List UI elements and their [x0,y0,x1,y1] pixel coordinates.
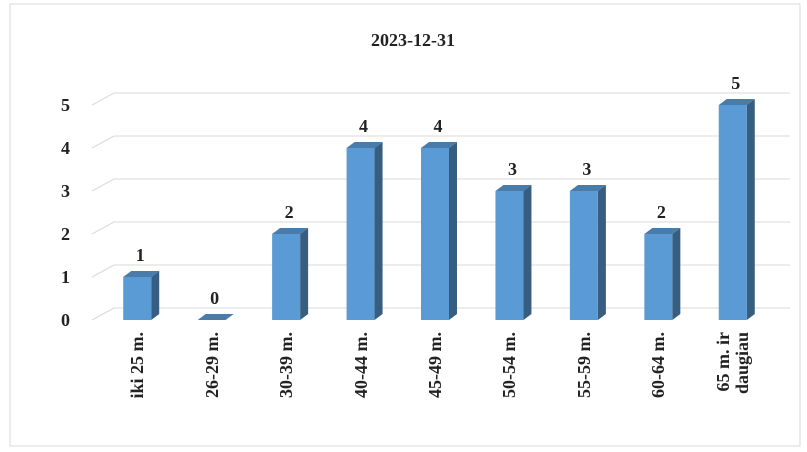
bar-side [597,185,606,320]
bar [421,142,457,320]
bar-side [300,228,309,320]
y-tick-label: 5 [61,95,70,115]
grid-line [91,135,790,149]
bar-side [672,228,681,320]
bar [123,271,160,320]
y-tick-label: 3 [61,181,70,201]
data-label: 4 [434,116,443,136]
grid-line [91,307,790,321]
data-label: 0 [210,288,219,308]
x-tick-label: iki 25 m. [126,332,147,399]
bar-top [421,142,457,148]
bar-front [718,105,747,320]
bar-front [495,191,524,320]
bar [272,228,309,320]
data-label: 4 [359,116,368,136]
grid-line [91,264,790,278]
data-label: 3 [508,159,517,179]
bar [718,99,755,320]
bar-front [569,191,598,320]
y-tick-label: 2 [61,224,70,244]
x-tick-label: 60-64 m. [647,332,668,398]
x-tick-label: 45-49 m. [424,332,445,398]
bar-top [272,228,309,234]
bar-top [718,99,755,105]
x-tick-label: 40-44 m. [350,332,371,398]
bar-front [346,148,375,320]
y-tick-label: 4 [61,138,70,158]
bar-front [272,234,301,320]
bar-top [123,271,160,277]
data-label: 2 [657,202,666,222]
x-tick-label: 65 m. ir daugiau [712,332,752,395]
bar-top [644,228,681,234]
x-tick-label: 55-59 m. [573,332,594,398]
bar-side [449,142,457,320]
bar-front [644,234,673,320]
bar [644,228,681,320]
chart-title: 2023-12-31 [371,30,455,50]
bar-front [421,148,449,320]
bar [569,185,606,320]
data-label: 3 [582,159,591,179]
y-tick-label: 0 [61,310,70,330]
chart-frame [9,3,801,447]
bar [197,314,234,320]
bar-side [374,142,383,320]
grid-line [91,92,790,106]
bar-front [123,277,152,320]
grid-line [91,178,790,192]
grid-line [91,221,790,235]
y-tick-label: 1 [61,267,70,287]
bar-top [346,142,383,148]
data-label: 5 [731,73,740,93]
bar-top [495,185,532,191]
bar [495,185,532,320]
bar-top [197,314,234,320]
x-tick-label: 50-54 m. [498,332,519,398]
bar [346,142,383,320]
bar-top [569,185,606,191]
bar-side [151,271,160,320]
x-tick-label: 30-39 m. [275,332,296,398]
bar-side [523,185,532,320]
data-label: 1 [136,245,145,265]
x-tick-label: 26-29 m. [201,332,222,398]
bar-side [746,99,755,320]
data-label: 2 [285,202,294,222]
